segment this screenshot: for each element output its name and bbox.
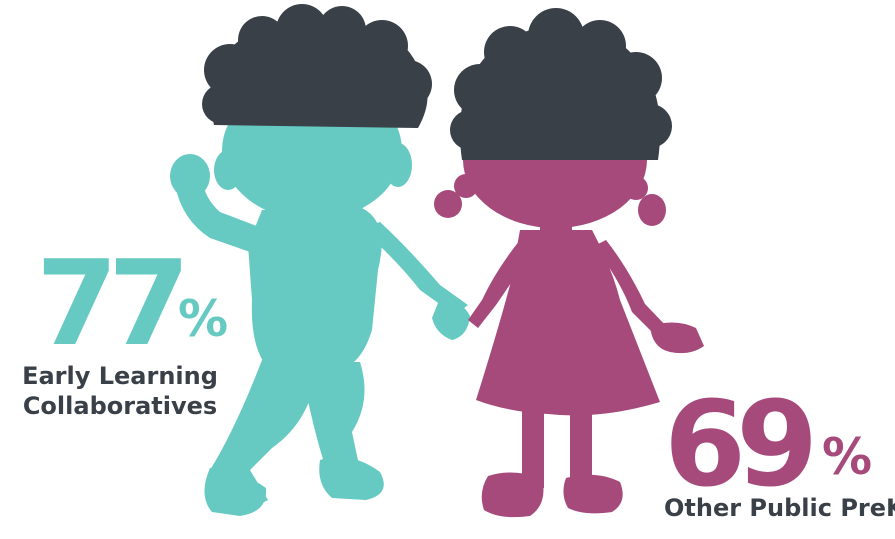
stat-value: 69	[664, 375, 818, 513]
percent-sign: %	[822, 428, 873, 486]
boy-hair	[202, 4, 432, 128]
stat-label: Early Learning Collaboratives	[20, 361, 220, 421]
stat-value: 77	[36, 234, 190, 372]
stat-label-line2: Collaboratives	[22, 392, 218, 420]
stat-label-line1: Early Learning	[22, 362, 218, 390]
percent-sign: %	[178, 290, 229, 348]
girl-hair	[450, 8, 672, 160]
stat-label: Other Public PreK	[664, 494, 895, 522]
